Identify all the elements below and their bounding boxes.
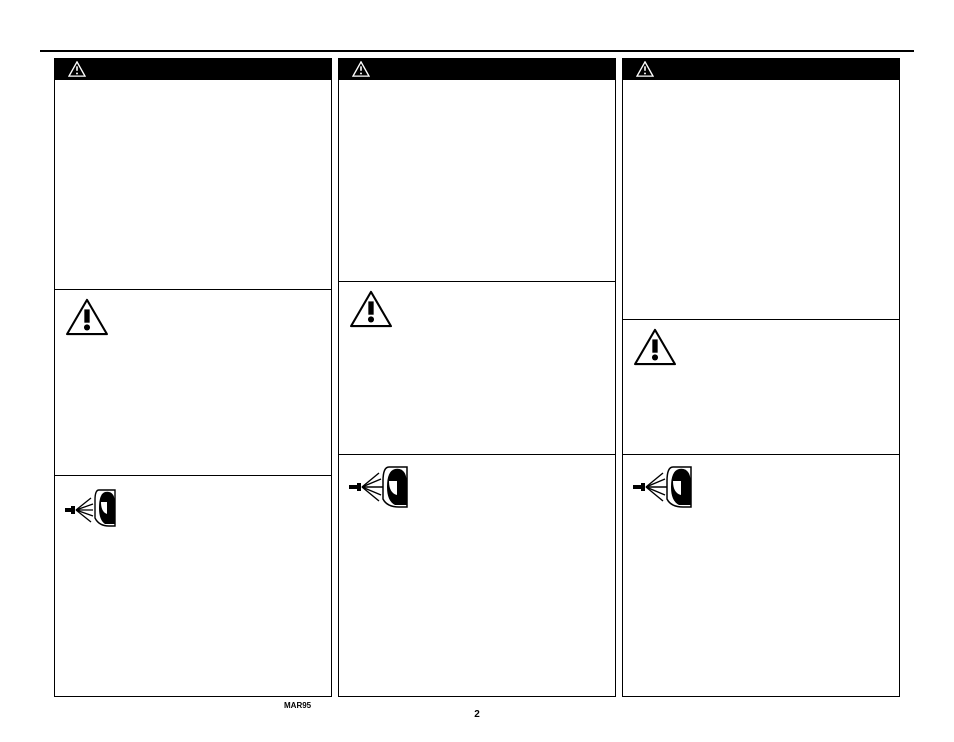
warning-box-bottom: [54, 476, 332, 697]
spray-face-icon: [349, 463, 419, 509]
caution-row: [65, 298, 321, 336]
page-number: 2: [0, 709, 954, 720]
warning-box-bottom: [338, 455, 616, 697]
caution-triangle-icon: [349, 290, 393, 328]
top-rule: [40, 50, 914, 52]
page-content: [0, 0, 954, 717]
warning-columns: [40, 58, 914, 697]
caution-row: [633, 328, 889, 366]
spray-face-icon: [633, 463, 703, 509]
warning-box-middle: [338, 282, 616, 455]
caution-triangle-icon: [633, 328, 677, 366]
warning-box-bottom: [622, 455, 900, 697]
warning-triangle-icon: [68, 61, 86, 77]
warning-box-middle: [622, 320, 900, 455]
warning-box-middle: [54, 290, 332, 476]
warning-box-top: [622, 80, 900, 320]
warning-header-bar: [54, 58, 332, 80]
warning-header-bar: [338, 58, 616, 80]
spray-face-icon: [65, 484, 127, 528]
warning-box-top: [338, 80, 616, 282]
warning-column-3: [622, 58, 900, 697]
warning-column-2: [338, 58, 616, 697]
warning-triangle-icon: [636, 61, 654, 77]
caution-row: [349, 290, 605, 328]
warning-header-bar: [622, 58, 900, 80]
warning-triangle-icon: [352, 61, 370, 77]
warning-column-1: [54, 58, 332, 697]
warning-box-top: [54, 80, 332, 290]
caution-triangle-icon: [65, 298, 109, 336]
